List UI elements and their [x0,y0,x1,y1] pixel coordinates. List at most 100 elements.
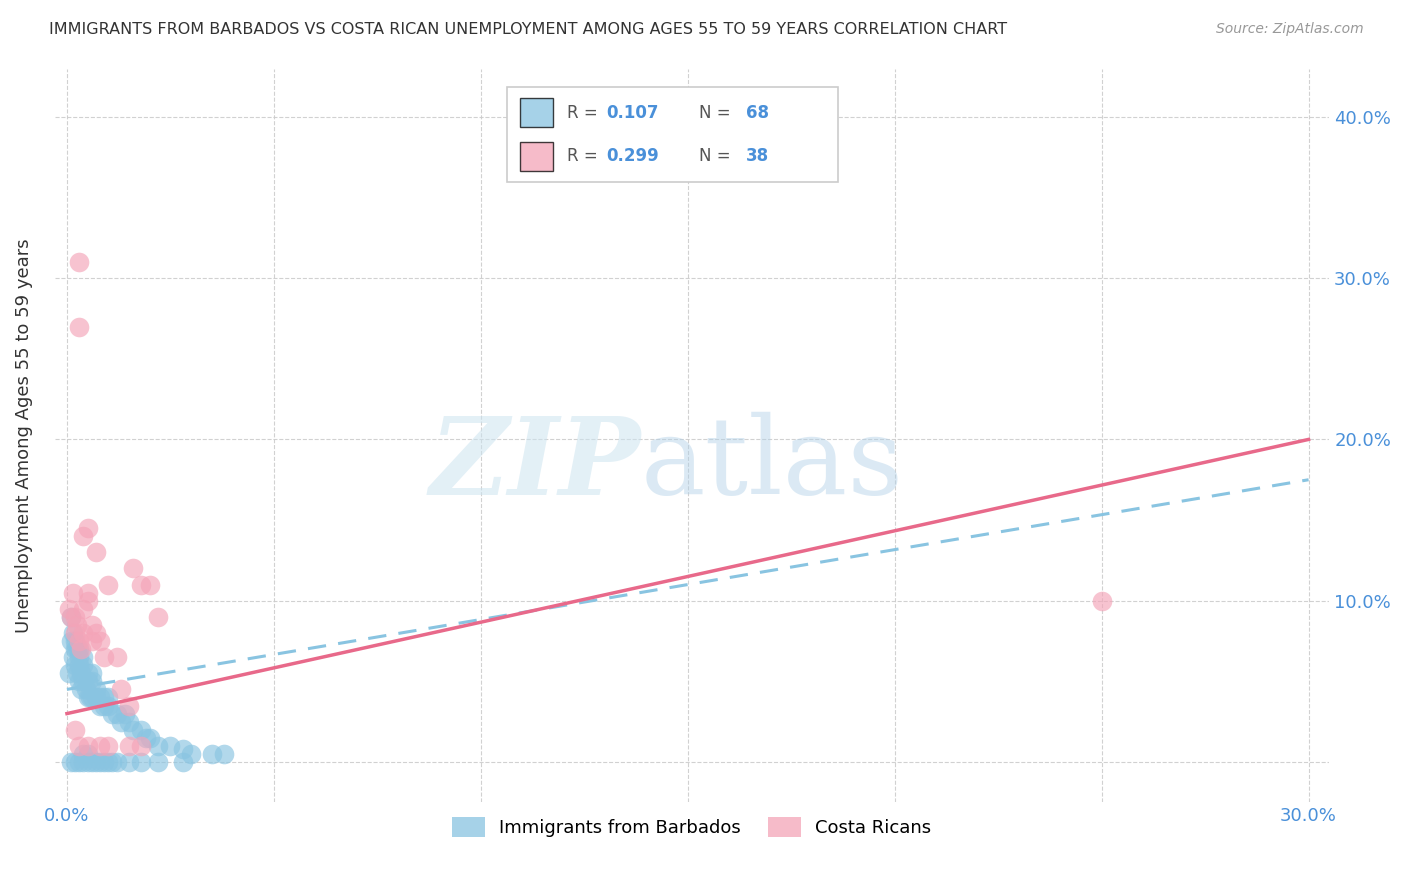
Point [60,609,83,624]
Point [67,650,90,665]
Point [72,755,94,769]
Point [60,634,83,648]
Point [76,666,98,681]
Point [84,690,107,705]
Point [97,698,120,713]
Point [65,634,87,648]
Point [79,690,101,705]
Point [72,658,94,673]
Point [131,723,153,737]
Point [67,642,90,657]
Text: ZIP: ZIP [429,412,641,517]
Legend: Immigrants from Barbados, Costa Ricans: Immigrants from Barbados, Costa Ricans [446,809,939,845]
Point [72,626,94,640]
Point [97,690,120,705]
Text: IMMIGRANTS FROM BARBADOS VS COSTA RICAN UNEMPLOYMENT AMONG AGES 55 TO 59 YEARS C: IMMIGRANTS FROM BARBADOS VS COSTA RICAN … [49,22,1007,37]
Point [1091,593,1114,607]
Point [138,731,160,745]
Point [60,755,83,769]
Point [67,674,90,689]
Point [76,690,98,705]
Point [93,698,115,713]
Point [66,618,89,632]
Point [122,561,145,575]
Point [138,577,160,591]
Point [62,626,84,640]
Point [65,755,87,769]
Point [212,747,235,761]
Point [65,609,87,624]
Point [118,714,141,729]
Point [110,714,132,729]
Point [72,674,94,689]
Point [66,666,89,681]
Point [101,755,124,769]
Point [67,755,90,769]
Point [76,747,98,761]
Point [62,585,84,599]
Point [76,585,98,599]
Point [135,731,157,745]
Text: atlas: atlas [641,412,904,517]
Point [67,319,90,334]
Point [118,739,141,753]
Point [89,634,111,648]
Point [93,650,115,665]
Point [65,723,87,737]
Point [105,706,128,721]
Point [84,755,107,769]
Text: Source: ZipAtlas.com: Source: ZipAtlas.com [1216,22,1364,37]
Point [58,666,80,681]
Point [60,609,83,624]
Point [118,755,141,769]
Point [84,545,107,559]
Point [76,755,98,769]
Point [172,742,194,756]
Point [72,747,94,761]
Point [146,609,169,624]
Point [72,529,94,543]
Point [201,747,224,761]
Point [159,739,181,753]
Point [80,755,103,769]
Point [72,650,94,665]
Point [65,626,87,640]
Point [80,634,103,648]
Point [70,666,93,681]
Point [118,698,141,713]
Point [65,658,87,673]
Point [66,642,89,657]
Point [80,666,103,681]
Point [89,690,111,705]
Point [80,690,103,705]
Point [62,650,84,665]
Point [131,755,153,769]
Point [70,682,93,697]
Point [76,674,98,689]
Point [89,698,111,713]
Point [70,642,93,657]
Point [76,521,98,535]
Point [75,682,97,697]
Point [65,642,87,657]
Point [101,706,124,721]
Point [67,255,90,269]
Point [76,593,98,607]
Point [84,682,107,697]
Point [180,747,202,761]
Point [84,626,107,640]
Point [131,577,153,591]
Point [76,739,98,753]
Point [172,755,194,769]
Point [97,755,120,769]
Point [146,739,169,753]
Y-axis label: Unemployment Among Ages 55 to 59 years: Unemployment Among Ages 55 to 59 years [15,238,32,632]
Point [131,739,153,753]
Point [80,674,103,689]
Point [89,739,111,753]
Point [105,650,128,665]
Point [114,706,136,721]
Point [110,682,132,697]
Point [93,690,115,705]
Point [122,723,145,737]
